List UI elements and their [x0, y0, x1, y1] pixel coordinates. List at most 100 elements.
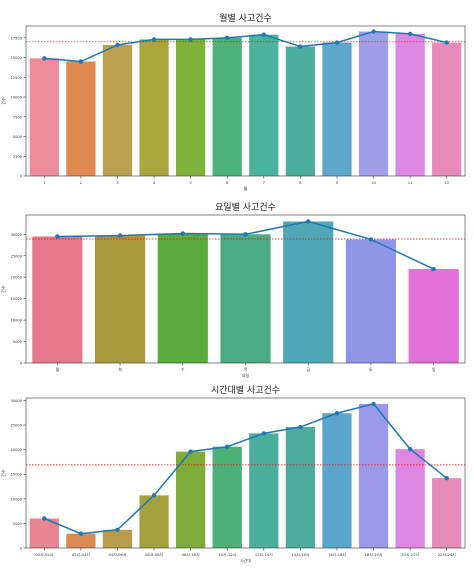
y-tick-label-3-0: 0	[20, 547, 23, 551]
y-axis-label-1: 건수	[0, 97, 6, 105]
x-axis-label-3: 시간대	[240, 557, 251, 563]
bar-1-3	[102, 44, 133, 176]
trend-point-2-월	[55, 234, 60, 239]
x-tick-label-3-22시-24시: 22시-24시	[438, 552, 456, 557]
bar-1-10	[358, 31, 389, 176]
y-tick-label-1-7500: 7500	[13, 115, 23, 119]
bar-2-화	[94, 235, 146, 363]
bar-1-8	[285, 46, 316, 176]
trend-point-3-06시-08시	[151, 493, 157, 498]
x-tick-label-1-5: 5	[189, 180, 192, 185]
y-tick-label-1-15000: 15000	[11, 56, 23, 60]
trend-point-3-10시-12시	[225, 444, 230, 449]
x-axis-label-1: 월	[244, 185, 248, 191]
trend-point-3-00시-02시	[42, 516, 47, 521]
bar-2-토	[345, 239, 397, 363]
trend-point-3-16시-18시	[334, 411, 340, 416]
x-tick-label-1-1: 1	[43, 180, 46, 185]
bar-3-20시-22시	[395, 449, 425, 548]
trend-point-3-04시-06시	[115, 527, 120, 533]
bar-3-14시-16시	[285, 427, 316, 548]
x-tick-label-2-목: 목	[244, 367, 248, 372]
bar-1-2	[66, 61, 96, 176]
trend-point-3-12시-14시	[261, 431, 266, 436]
y-tick-label-2-20000: 20000	[11, 276, 23, 280]
x-axis-label-2: 요일	[242, 372, 250, 378]
bar-1-11	[395, 33, 425, 176]
trend-point-3-08시-10시	[188, 449, 193, 454]
trend-point-2-금	[306, 219, 311, 224]
y-tick-label-3-15000: 15000	[11, 473, 23, 477]
x-tick-label-2-화: 화	[118, 367, 122, 372]
y-tick-label-2-15000: 15000	[11, 297, 23, 301]
trend-point-3-18시-20시	[371, 401, 376, 407]
bar-3-02시-04시	[66, 533, 96, 548]
x-tick-label-3-08시-10시: 08시-10시	[182, 552, 200, 557]
x-tick-label-3-20시-22시: 20시-22시	[401, 552, 419, 557]
bar-1-12	[432, 42, 462, 176]
bar-3-04시-06시	[102, 529, 133, 548]
x-tick-label-3-12시-14시: 12시-14시	[255, 552, 273, 557]
x-tick-label-3-14시-16시: 14시-16시	[291, 552, 309, 557]
bar-3-22시-24시	[432, 478, 462, 548]
trend-point-1-7	[261, 32, 266, 37]
bar-2-목	[220, 234, 271, 363]
y-tick-label-3-25000: 25000	[11, 424, 23, 428]
bar-1-7	[249, 34, 279, 177]
trend-point-2-화	[117, 233, 123, 238]
bar-1-1	[29, 58, 59, 176]
trend-point-3-14시-16시	[298, 424, 303, 430]
y-tick-label-2-0: 0	[20, 362, 23, 366]
y-tick-label-2-30000: 30000	[11, 233, 23, 237]
trend-line-1	[44, 30, 447, 63]
x-tick-label-2-월: 월	[56, 367, 60, 372]
x-tick-label-3-16시-18시: 16시-18시	[328, 552, 346, 557]
x-tick-label-1-9: 9	[336, 180, 339, 185]
plot-frame-1	[25, 25, 466, 177]
bar-1-5	[175, 39, 206, 176]
x-tick-label-3-18시-20시: 18시-20시	[365, 552, 383, 557]
trend-point-1-8	[298, 44, 303, 49]
trend-point-1-10	[371, 29, 376, 34]
bar-3-16시-18시	[322, 413, 352, 548]
y-tick-label-1-17500: 17500	[11, 36, 23, 40]
trend-point-2-토	[368, 237, 374, 242]
x-tick-label-3-04시-06시: 04시-06시	[108, 552, 126, 557]
x-tick-label-3-10시-12시: 10시-12시	[218, 552, 236, 557]
trend-point-1-2	[78, 59, 84, 64]
trend-point-2-목	[243, 232, 248, 237]
y-tick-label-2-5000: 5000	[13, 340, 23, 344]
y-axis-label-3: 건수	[0, 469, 6, 477]
bar-2-월	[32, 236, 83, 363]
trend-point-2-수	[180, 231, 185, 236]
bar-3-00시-02시	[29, 518, 59, 548]
bar-2-일	[408, 269, 459, 363]
x-tick-label-1-12: 12	[444, 180, 449, 185]
chart-title-1: 월별 사고건수	[219, 12, 272, 24]
y-tick-label-1-12500: 12500	[11, 76, 23, 80]
y-tick-label-1-10000: 10000	[11, 96, 23, 100]
trend-point-1-1	[42, 56, 47, 61]
x-tick-label-2-토: 토	[369, 367, 373, 372]
x-tick-label-1-7: 7	[263, 180, 266, 185]
y-tick-label-1-5000: 5000	[13, 135, 23, 139]
bar-1-9	[322, 42, 352, 176]
x-tick-label-3-06시-08시: 06시-08시	[145, 552, 163, 557]
x-tick-label-2-금: 금	[306, 367, 310, 372]
bar-3-18시-20시	[358, 403, 389, 548]
trend-point-1-11	[407, 31, 413, 37]
trend-point-3-20시-22시	[407, 446, 413, 452]
trend-point-1-5	[188, 37, 193, 42]
trend-point-1-12	[444, 40, 449, 45]
bar-1-4	[139, 39, 169, 176]
trend-point-3-22시-24시	[444, 475, 449, 481]
plot-frame-3	[25, 397, 466, 549]
bar-2-금	[283, 221, 334, 363]
x-tick-label-1-6: 6	[226, 180, 229, 185]
bar-3-06시-08시	[139, 495, 169, 548]
bar-3-12시-14시	[249, 433, 279, 548]
chart-title-2: 요일별 사고건수	[215, 202, 276, 213]
y-tick-label-1-2500: 2500	[13, 155, 23, 159]
